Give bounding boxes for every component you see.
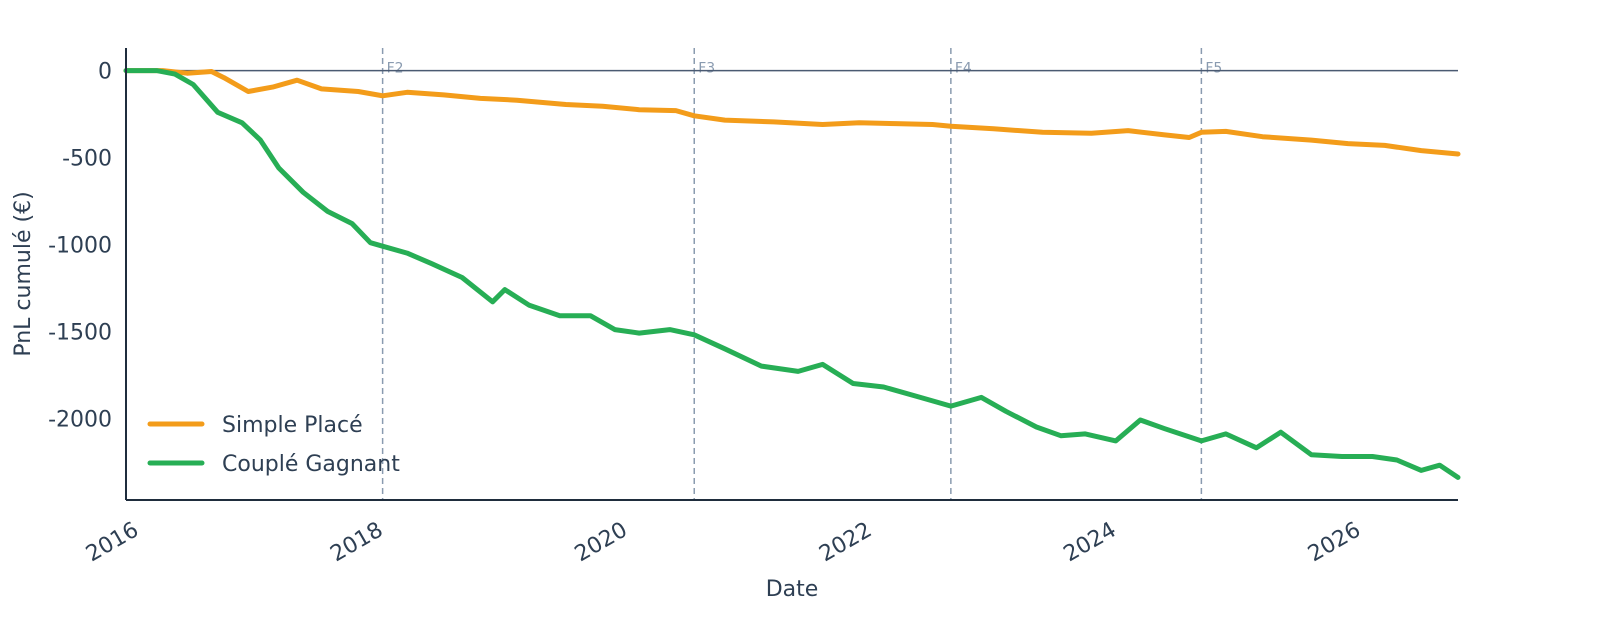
marker-label-f4: F4 xyxy=(955,61,972,77)
x-tick-label: 2024 xyxy=(1060,518,1121,568)
x-tick-label: 2018 xyxy=(326,518,387,568)
legend: Simple Placé Couplé Gagnant xyxy=(147,413,400,477)
marker-label-f5: F5 xyxy=(1205,61,1222,77)
x-axis-ticks: 2016 2018 2020 2022 2024 2026 xyxy=(82,518,1365,568)
x-tick-label: 2026 xyxy=(1304,518,1365,568)
series-line-simple-plac- xyxy=(123,68,1461,157)
y-tick-label: 0 xyxy=(98,60,112,85)
vertical-markers: F2 F3 F4 F5 xyxy=(381,48,1222,500)
y-axis-ticks: 0 -500 -1000 -1500 -2000 xyxy=(48,60,112,433)
y-tick-label: -1500 xyxy=(48,320,112,345)
y-tick-label: -2000 xyxy=(48,407,112,432)
x-axis-title: Date xyxy=(766,577,819,602)
series-layer xyxy=(123,68,1461,480)
marker-label-f2: F2 xyxy=(387,61,404,77)
x-tick-label: 2016 xyxy=(82,518,143,568)
series-line-coupl-gagnant xyxy=(123,68,1461,480)
legend-label-coupl-gagnant: Couplé Gagnant xyxy=(222,452,400,477)
y-axis-title: PnL cumulé (€) xyxy=(11,191,36,356)
y-tick-label: -1000 xyxy=(48,233,112,258)
marker-label-f3: F3 xyxy=(698,61,715,77)
x-tick-label: 2022 xyxy=(815,518,876,568)
x-tick-label: 2020 xyxy=(571,518,632,568)
legend-label-simple-plac-: Simple Placé xyxy=(222,413,363,438)
y-tick-label: -500 xyxy=(62,147,112,172)
